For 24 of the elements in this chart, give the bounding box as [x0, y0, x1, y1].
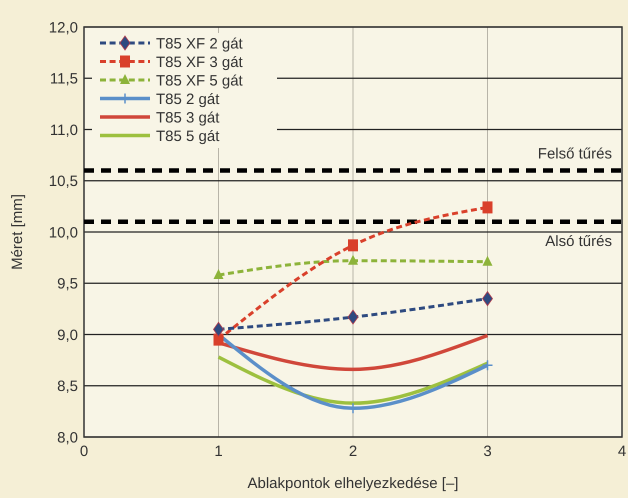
y-tick-label: 10,5	[48, 173, 78, 190]
legend-label: T85 2 gát	[156, 90, 220, 108]
x-tick-label: 4	[618, 443, 626, 460]
y-tick-label: 9,0	[57, 326, 78, 344]
legend-label: T85 XF 3 gát	[156, 54, 244, 71]
y-tick-label: 9,5	[57, 276, 78, 292]
y-tick-label: 8,0	[57, 429, 78, 446]
x-tick-label: 0	[80, 443, 88, 460]
legend-label: T85 5 gát	[156, 128, 220, 145]
y-axis-title: Méret [mm]	[9, 194, 26, 270]
legend-label: T85 XF 2 gát	[156, 35, 244, 52]
x-tick-label: 2	[348, 443, 358, 460]
x-tick-label: 1	[214, 443, 223, 460]
y-tick-label: 8,5	[57, 378, 78, 395]
ref-line-label: Felső tűrés	[538, 146, 612, 162]
y-tick-label: 11,0	[50, 122, 78, 139]
legend-label: T85 XF 5 gát	[156, 72, 244, 90]
y-tick-label: 10,0	[48, 224, 78, 242]
ref-line-label: Alsó tűrés	[545, 232, 612, 250]
x-axis-title: Ablakpontok elhelyezkedése [–]	[248, 475, 458, 492]
legend-label: T85 3 gát	[156, 109, 220, 126]
y-tick-label: 12,0	[48, 19, 78, 36]
y-tick-label: 11,5	[50, 70, 78, 88]
x-tick-label: 3	[483, 443, 492, 460]
